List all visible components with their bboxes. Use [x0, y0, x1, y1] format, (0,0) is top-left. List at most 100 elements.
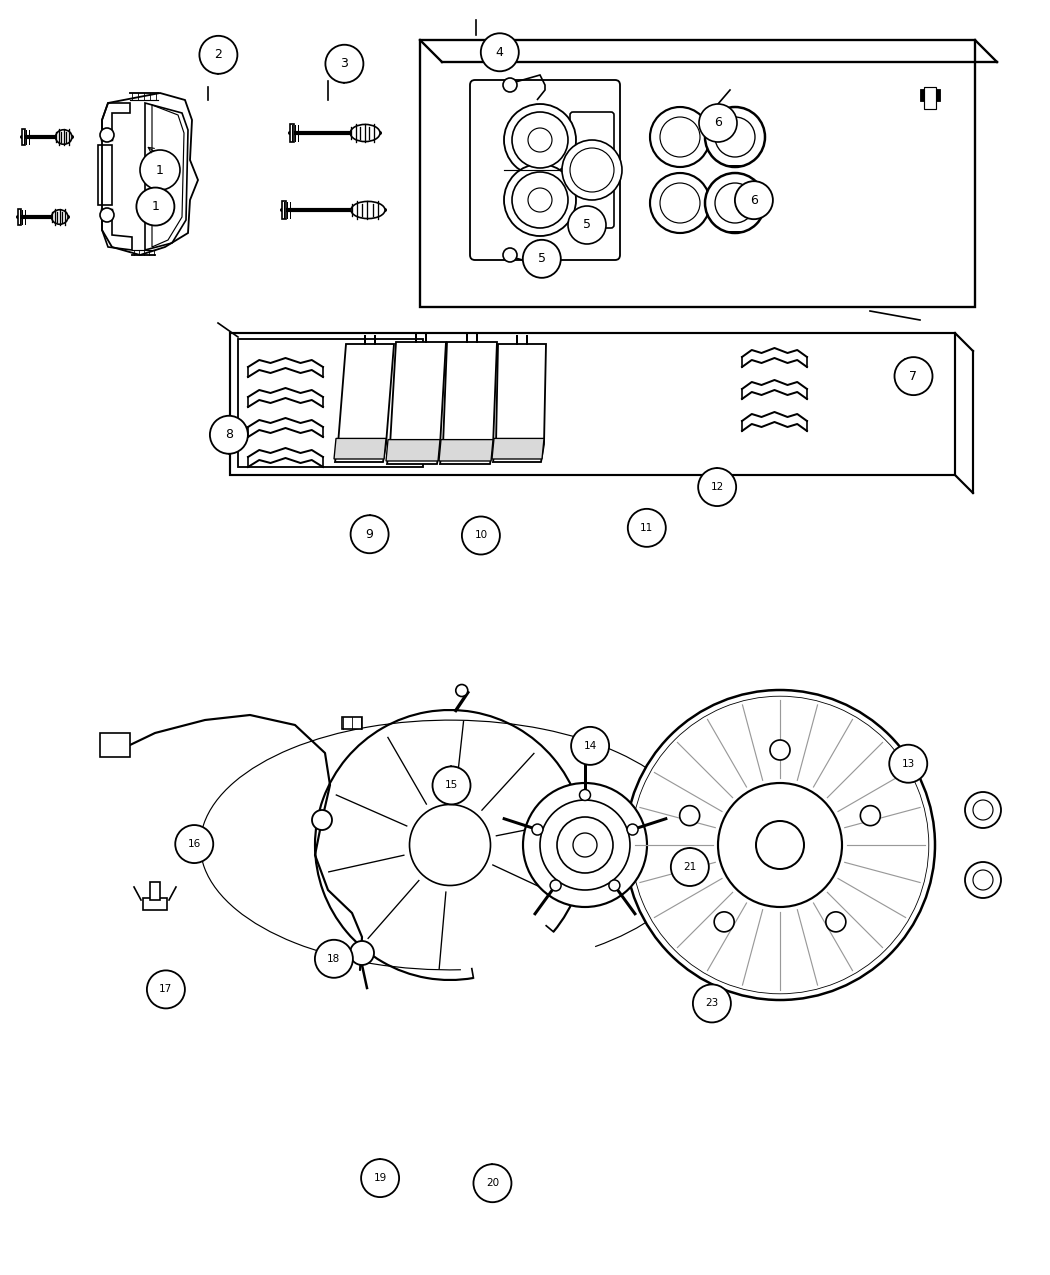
Circle shape	[456, 685, 467, 696]
Polygon shape	[494, 344, 546, 462]
Circle shape	[474, 1164, 511, 1202]
Ellipse shape	[351, 201, 385, 218]
Circle shape	[573, 833, 597, 857]
Polygon shape	[282, 201, 286, 219]
Polygon shape	[230, 333, 956, 476]
Circle shape	[462, 516, 500, 555]
Polygon shape	[386, 440, 440, 462]
Text: 16: 16	[188, 839, 201, 849]
Text: 2: 2	[214, 48, 223, 61]
Text: 19: 19	[374, 1173, 386, 1183]
Circle shape	[210, 416, 248, 454]
Circle shape	[350, 941, 374, 965]
Circle shape	[895, 357, 932, 395]
Circle shape	[627, 824, 638, 835]
Circle shape	[973, 799, 993, 820]
Polygon shape	[335, 344, 394, 462]
Text: 8: 8	[225, 428, 233, 441]
Circle shape	[580, 789, 590, 801]
Circle shape	[698, 468, 736, 506]
Circle shape	[826, 912, 846, 932]
Text: 9: 9	[365, 528, 374, 541]
Circle shape	[756, 821, 804, 870]
Polygon shape	[440, 342, 497, 464]
Text: 18: 18	[328, 954, 340, 964]
Polygon shape	[387, 342, 446, 464]
FancyBboxPatch shape	[570, 112, 614, 228]
Circle shape	[715, 184, 755, 223]
Polygon shape	[22, 129, 25, 144]
Circle shape	[693, 984, 731, 1023]
Circle shape	[433, 766, 470, 805]
Text: 6: 6	[750, 194, 758, 207]
Circle shape	[540, 799, 630, 890]
Polygon shape	[439, 440, 493, 462]
Circle shape	[528, 128, 552, 152]
Circle shape	[770, 740, 790, 760]
Circle shape	[570, 148, 614, 193]
Circle shape	[523, 783, 647, 907]
Circle shape	[512, 172, 568, 228]
Circle shape	[351, 515, 388, 553]
Circle shape	[140, 150, 180, 190]
Circle shape	[100, 208, 114, 222]
Circle shape	[326, 45, 363, 83]
Circle shape	[705, 107, 765, 167]
Bar	[150, 882, 160, 900]
Circle shape	[361, 1159, 399, 1197]
Circle shape	[410, 805, 490, 886]
Circle shape	[650, 107, 710, 167]
Text: 13: 13	[902, 759, 915, 769]
Circle shape	[609, 880, 620, 891]
Circle shape	[889, 745, 927, 783]
Circle shape	[523, 240, 561, 278]
Circle shape	[650, 173, 710, 233]
Circle shape	[860, 806, 880, 826]
Ellipse shape	[351, 125, 380, 142]
Text: 21: 21	[684, 862, 696, 872]
Circle shape	[965, 792, 1001, 827]
Bar	[920, 89, 940, 101]
Bar	[924, 87, 936, 108]
Polygon shape	[492, 439, 544, 459]
Circle shape	[315, 940, 353, 978]
Circle shape	[512, 112, 568, 168]
Ellipse shape	[51, 210, 68, 224]
Circle shape	[699, 105, 737, 142]
Circle shape	[973, 870, 993, 890]
Circle shape	[679, 806, 699, 826]
Text: 5: 5	[583, 218, 591, 232]
Circle shape	[312, 810, 332, 830]
Polygon shape	[334, 439, 386, 459]
Circle shape	[136, 187, 174, 226]
Circle shape	[715, 117, 755, 157]
Text: 11: 11	[640, 523, 653, 533]
Circle shape	[550, 880, 561, 891]
Bar	[100, 733, 130, 757]
Text: 10: 10	[475, 530, 487, 541]
Polygon shape	[420, 40, 975, 307]
Circle shape	[528, 187, 552, 212]
FancyBboxPatch shape	[470, 80, 620, 260]
Circle shape	[504, 105, 576, 176]
Bar	[98, 145, 112, 205]
Text: 17: 17	[160, 984, 172, 995]
Polygon shape	[290, 124, 294, 142]
Circle shape	[965, 862, 1001, 898]
Text: 6: 6	[714, 116, 722, 130]
Text: 5: 5	[538, 252, 546, 265]
Text: 1: 1	[156, 163, 164, 176]
Circle shape	[660, 184, 700, 223]
Text: 3: 3	[340, 57, 349, 70]
Bar	[342, 717, 362, 729]
Text: 4: 4	[496, 46, 504, 59]
Circle shape	[718, 783, 842, 907]
Circle shape	[735, 181, 773, 219]
Circle shape	[100, 128, 114, 142]
Circle shape	[504, 164, 576, 236]
Circle shape	[481, 33, 519, 71]
Circle shape	[671, 848, 709, 886]
Bar	[143, 898, 167, 910]
Circle shape	[562, 140, 622, 200]
Circle shape	[625, 690, 934, 1000]
